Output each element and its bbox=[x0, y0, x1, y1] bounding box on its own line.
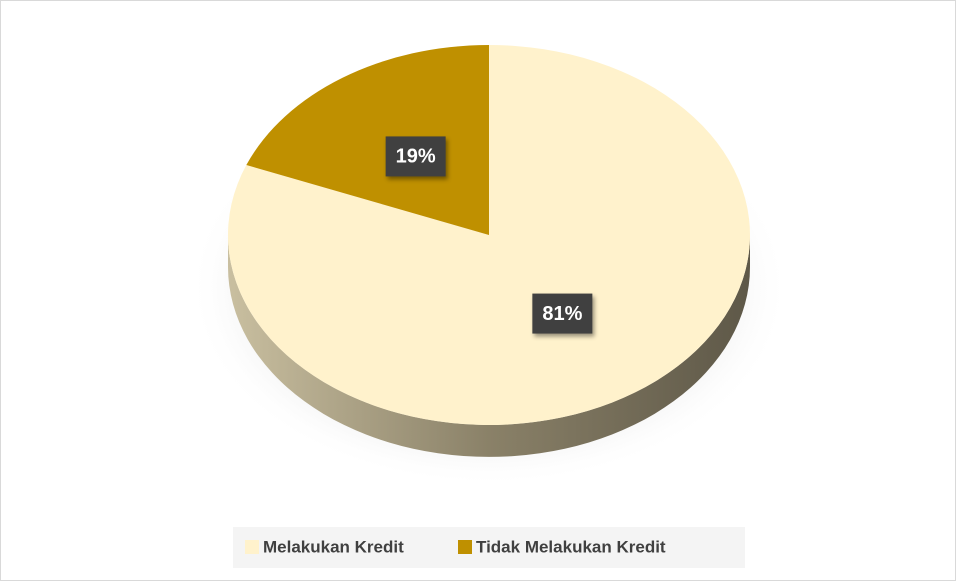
data-label-box bbox=[385, 136, 446, 177]
pie-side bbox=[228, 235, 750, 457]
legend-label: Tidak Melakukan Kredit bbox=[476, 537, 666, 556]
legend-box bbox=[233, 527, 745, 568]
legend-swatch bbox=[458, 540, 472, 554]
data-label: 19% bbox=[396, 146, 436, 168]
pie-slice bbox=[246, 45, 489, 235]
legend-swatch bbox=[245, 540, 259, 554]
data-label: 81% bbox=[542, 303, 582, 325]
legend-label: Melakukan Kredit bbox=[263, 537, 404, 556]
data-label-box bbox=[532, 293, 593, 334]
pie-slice bbox=[227, 45, 751, 426]
